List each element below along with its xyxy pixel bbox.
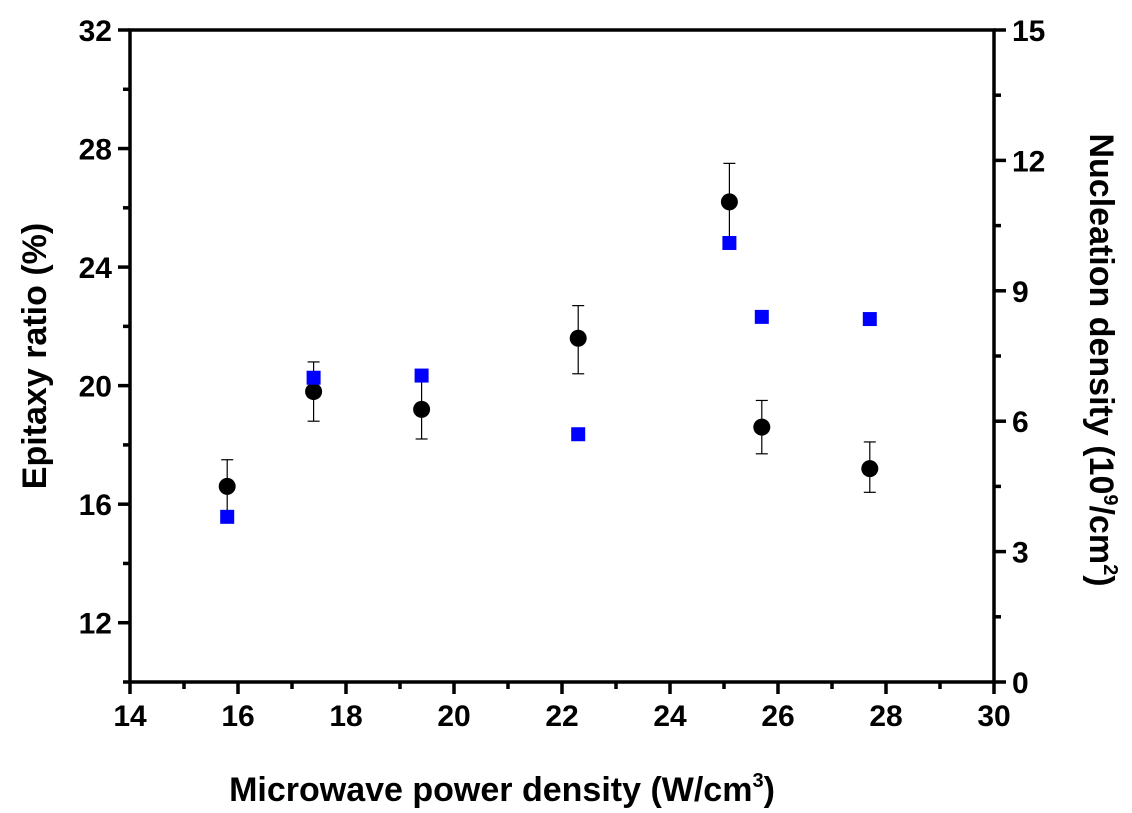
y-right-tick-label: 0 — [1012, 667, 1029, 700]
y-left-tick-label: 16 — [79, 489, 112, 522]
x-tick-label: 22 — [545, 700, 578, 733]
nucleation-density-point — [306, 370, 321, 385]
y-left-tick-label: 24 — [79, 252, 113, 285]
tick-labels: 14 16 18 20 22 24 26 28 30 12 16 20 24 28 32 0 3 6 9 12 15 — [79, 15, 1046, 733]
y-right-tick-label: 15 — [1012, 15, 1045, 48]
nucleation-density-point — [414, 368, 429, 383]
x-tick-label: 16 — [221, 700, 254, 733]
nucleation-density-point — [754, 309, 769, 324]
x-tick-label: 14 — [113, 700, 147, 733]
x-axis-label: Microwave power density (W/cm3) — [229, 770, 775, 809]
y-right-tick-label: 3 — [1012, 537, 1029, 570]
y-left-axis-label: Epitaxy ratio (%) — [16, 223, 54, 489]
error-bars — [221, 162, 876, 514]
nucleation-density-point — [220, 509, 235, 524]
x-tick-label: 30 — [977, 700, 1010, 733]
y-left-tick-label: 28 — [79, 134, 112, 167]
epitaxy-ratio-point — [720, 193, 738, 211]
tick-marks — [118, 28, 1006, 694]
epitaxy-ratio-point — [413, 400, 431, 418]
nucleation-density-point — [722, 235, 737, 250]
y-left-tick-label: 20 — [79, 371, 112, 404]
y-right-axis-label: Nucleation density (109/cm2) — [1082, 133, 1121, 586]
y-left-tick-label: 32 — [79, 15, 112, 48]
y-right-tick-label: 9 — [1012, 276, 1029, 309]
nucleation-density-point — [862, 312, 877, 327]
x-tick-label: 20 — [437, 700, 470, 733]
y-left-tick-label: 12 — [79, 608, 112, 641]
epitaxy-ratio-point — [305, 383, 323, 401]
nucleation-density-point — [571, 427, 586, 442]
x-tick-label: 24 — [653, 700, 687, 733]
epitaxy-ratio-point — [569, 329, 587, 347]
x-tick-label: 26 — [761, 700, 794, 733]
epitaxy-ratio-point — [753, 418, 771, 436]
epitaxy-ratio-point — [218, 477, 236, 495]
y-right-tick-label: 12 — [1012, 145, 1045, 178]
y-right-tick-label: 6 — [1012, 406, 1029, 439]
data-markers — [218, 193, 879, 524]
x-tick-label: 18 — [329, 700, 362, 733]
epitaxy-ratio-point — [861, 460, 879, 478]
plot-frame — [128, 28, 996, 684]
x-tick-label: 28 — [869, 700, 902, 733]
